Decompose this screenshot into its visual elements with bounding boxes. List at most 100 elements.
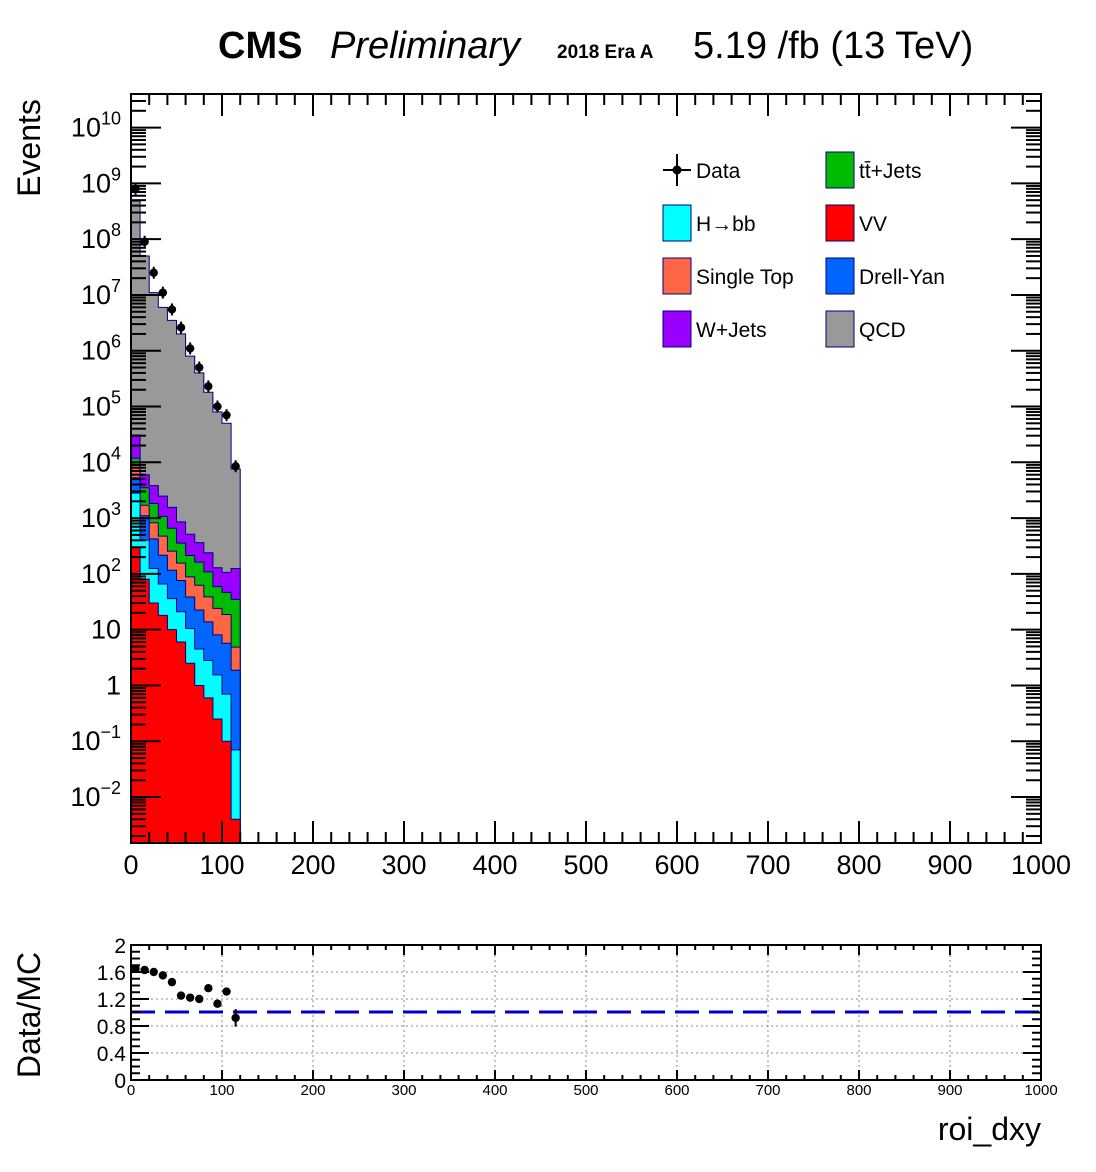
outline-drell-yan (130, 477, 241, 843)
ratio-y-tick-label: 0 (114, 1070, 126, 1093)
data-point-5 (176, 323, 186, 332)
main-x-tick-label: 300 (381, 850, 426, 880)
main-frame (130, 93, 1042, 844)
main-y-tick-label: 10−1 (70, 722, 121, 756)
ratio-x-tick-label: 700 (755, 1082, 780, 1099)
ratio-point-8 (204, 984, 213, 993)
ratio-x-ticks: 0 100 200 300 400 500 600 700 800 900 1000 (127, 945, 1058, 1099)
legend-swatch-w-jets (662, 310, 692, 348)
main-y-tick-label: 10−2 (70, 778, 121, 812)
ratio-grid (131, 945, 1041, 1080)
main-panel: 0 100 200 300 400 500 600 700 800 900 1000 10−2 10−… (11, 93, 1071, 880)
main-x-tick-label: 400 (472, 850, 517, 880)
lumi-label: 5.19 /fb (13 TeV) (693, 25, 973, 67)
experiment-label: CMS (218, 25, 302, 67)
ratio-points (131, 964, 240, 1027)
main-y-tick-label: 104 (81, 443, 121, 477)
ratio-panel: 0 100 200 300 400 500 600 700 800 900 1000 00.40.8… (11, 935, 1058, 1147)
ratio-y-tick-label: 0.8 (97, 1016, 126, 1039)
ratio-x-tick-label: 600 (664, 1082, 689, 1099)
main-x-tick-label: 0 (123, 850, 138, 880)
main-y-tick-label: 1 (106, 670, 121, 700)
legend-swatch-drell-yan (825, 257, 855, 295)
legend-swatch-data (672, 165, 682, 175)
bar-vv-8 (203, 697, 214, 843)
legend-label-qcd: QCD (859, 319, 906, 342)
stacked-histogram (130, 200, 241, 843)
main-x-tick-label: 500 (563, 850, 608, 880)
main-x-tick-label: 700 (745, 850, 790, 880)
ratio-x-tick-label: 900 (937, 1082, 962, 1099)
bar-h-bb-11 (231, 749, 241, 843)
main-x-tick-label: 600 (654, 850, 699, 880)
ratio-point-9 (213, 999, 222, 1008)
legend-swatch-single-top (662, 257, 692, 295)
main-y-tick-label: 107 (81, 276, 121, 310)
main-y-tick-label: 108 (81, 220, 121, 254)
ratio-x-tick-label: 800 (846, 1082, 871, 1099)
data-point-9 (213, 402, 222, 411)
main-y-tick-label: 103 (81, 499, 121, 533)
bar-vv-10 (222, 741, 232, 843)
bar-vv-9 (212, 719, 223, 843)
data-point-6 (185, 344, 195, 353)
bar-vv-1 (140, 579, 150, 843)
y-axis-label: Events (11, 99, 47, 197)
bar-vv-5 (176, 642, 186, 843)
ratio-y-tick-label: 1.6 (97, 962, 126, 985)
ratio-x-tick-label: 300 (391, 1082, 416, 1099)
ratio-point-3 (158, 971, 168, 980)
main-y-ticks: 10−2 10−1 1 10 102 103 104 105 106 107 108 109 1010 (70, 93, 1041, 838)
legend-label-tt-jets: tt̄+Jets (859, 160, 921, 183)
ratio-point-4 (167, 977, 177, 987)
main-x-tick-label: 200 (290, 850, 335, 880)
ratio-point-7 (195, 994, 204, 1004)
legend-swatch-tt-jets (825, 151, 855, 189)
ratio-x-tick-label: 100 (209, 1082, 234, 1099)
outline-vv (130, 546, 241, 843)
ratio-point-5 (176, 991, 186, 1000)
data-points (131, 182, 240, 473)
ratio-x-tick-label: 1000 (1024, 1082, 1057, 1099)
main-y-tick-label: 1010 (71, 109, 121, 143)
bar-vv-7 (194, 685, 205, 843)
era-label: 2018 Era A (557, 42, 654, 63)
bar-vv-4 (167, 629, 177, 843)
data-point-8 (204, 382, 213, 391)
main-x-tick-label: 900 (927, 850, 972, 880)
ratio-point-6 (185, 993, 195, 1002)
ratio-x-tick-label: 400 (482, 1082, 507, 1099)
outline-tt-jets (130, 457, 241, 843)
ratio-y-tick-label: 0.4 (97, 1043, 127, 1066)
legend-label-single-top: Single Top (696, 266, 794, 289)
data-point-7 (195, 363, 204, 372)
outline-qcd (130, 200, 241, 843)
main-y-tick-label: 10 (91, 615, 121, 645)
bar-vv-0 (131, 547, 141, 843)
legend-swatch-qcd (825, 310, 855, 348)
ratio-y-tick-label: 1.2 (97, 989, 126, 1012)
data-point-4 (167, 305, 177, 314)
legend-label-w-jets: W+Jets (696, 319, 767, 342)
ratio-point-0 (131, 964, 140, 973)
ratio-x-tick-label: 500 (573, 1082, 598, 1099)
ratio-point-10 (222, 987, 231, 996)
legend-label-data: Data (696, 160, 741, 183)
main-x-tick-label: 100 (199, 850, 244, 880)
ratio-x-tick-label: 0 (127, 1082, 135, 1099)
main-y-tick-label: 105 (81, 388, 121, 422)
data-point-10 (222, 410, 231, 420)
main-y-tick-label: 106 (81, 332, 121, 366)
ratio-x-tick-label: 200 (300, 1082, 325, 1099)
main-x-tick-label: 800 (836, 850, 881, 880)
legend-label-vv: VV (859, 213, 887, 236)
ratio-y-tick-label: 2 (114, 935, 126, 958)
outline-w-jets (130, 434, 241, 843)
ratio-point-11 (231, 1013, 240, 1023)
outline-single-top (130, 464, 241, 843)
main-x-tick-label: 1000 (1011, 850, 1071, 880)
bar-vv-6 (185, 663, 196, 843)
data-point-11 (231, 462, 240, 471)
bar-vv-3 (158, 615, 168, 843)
